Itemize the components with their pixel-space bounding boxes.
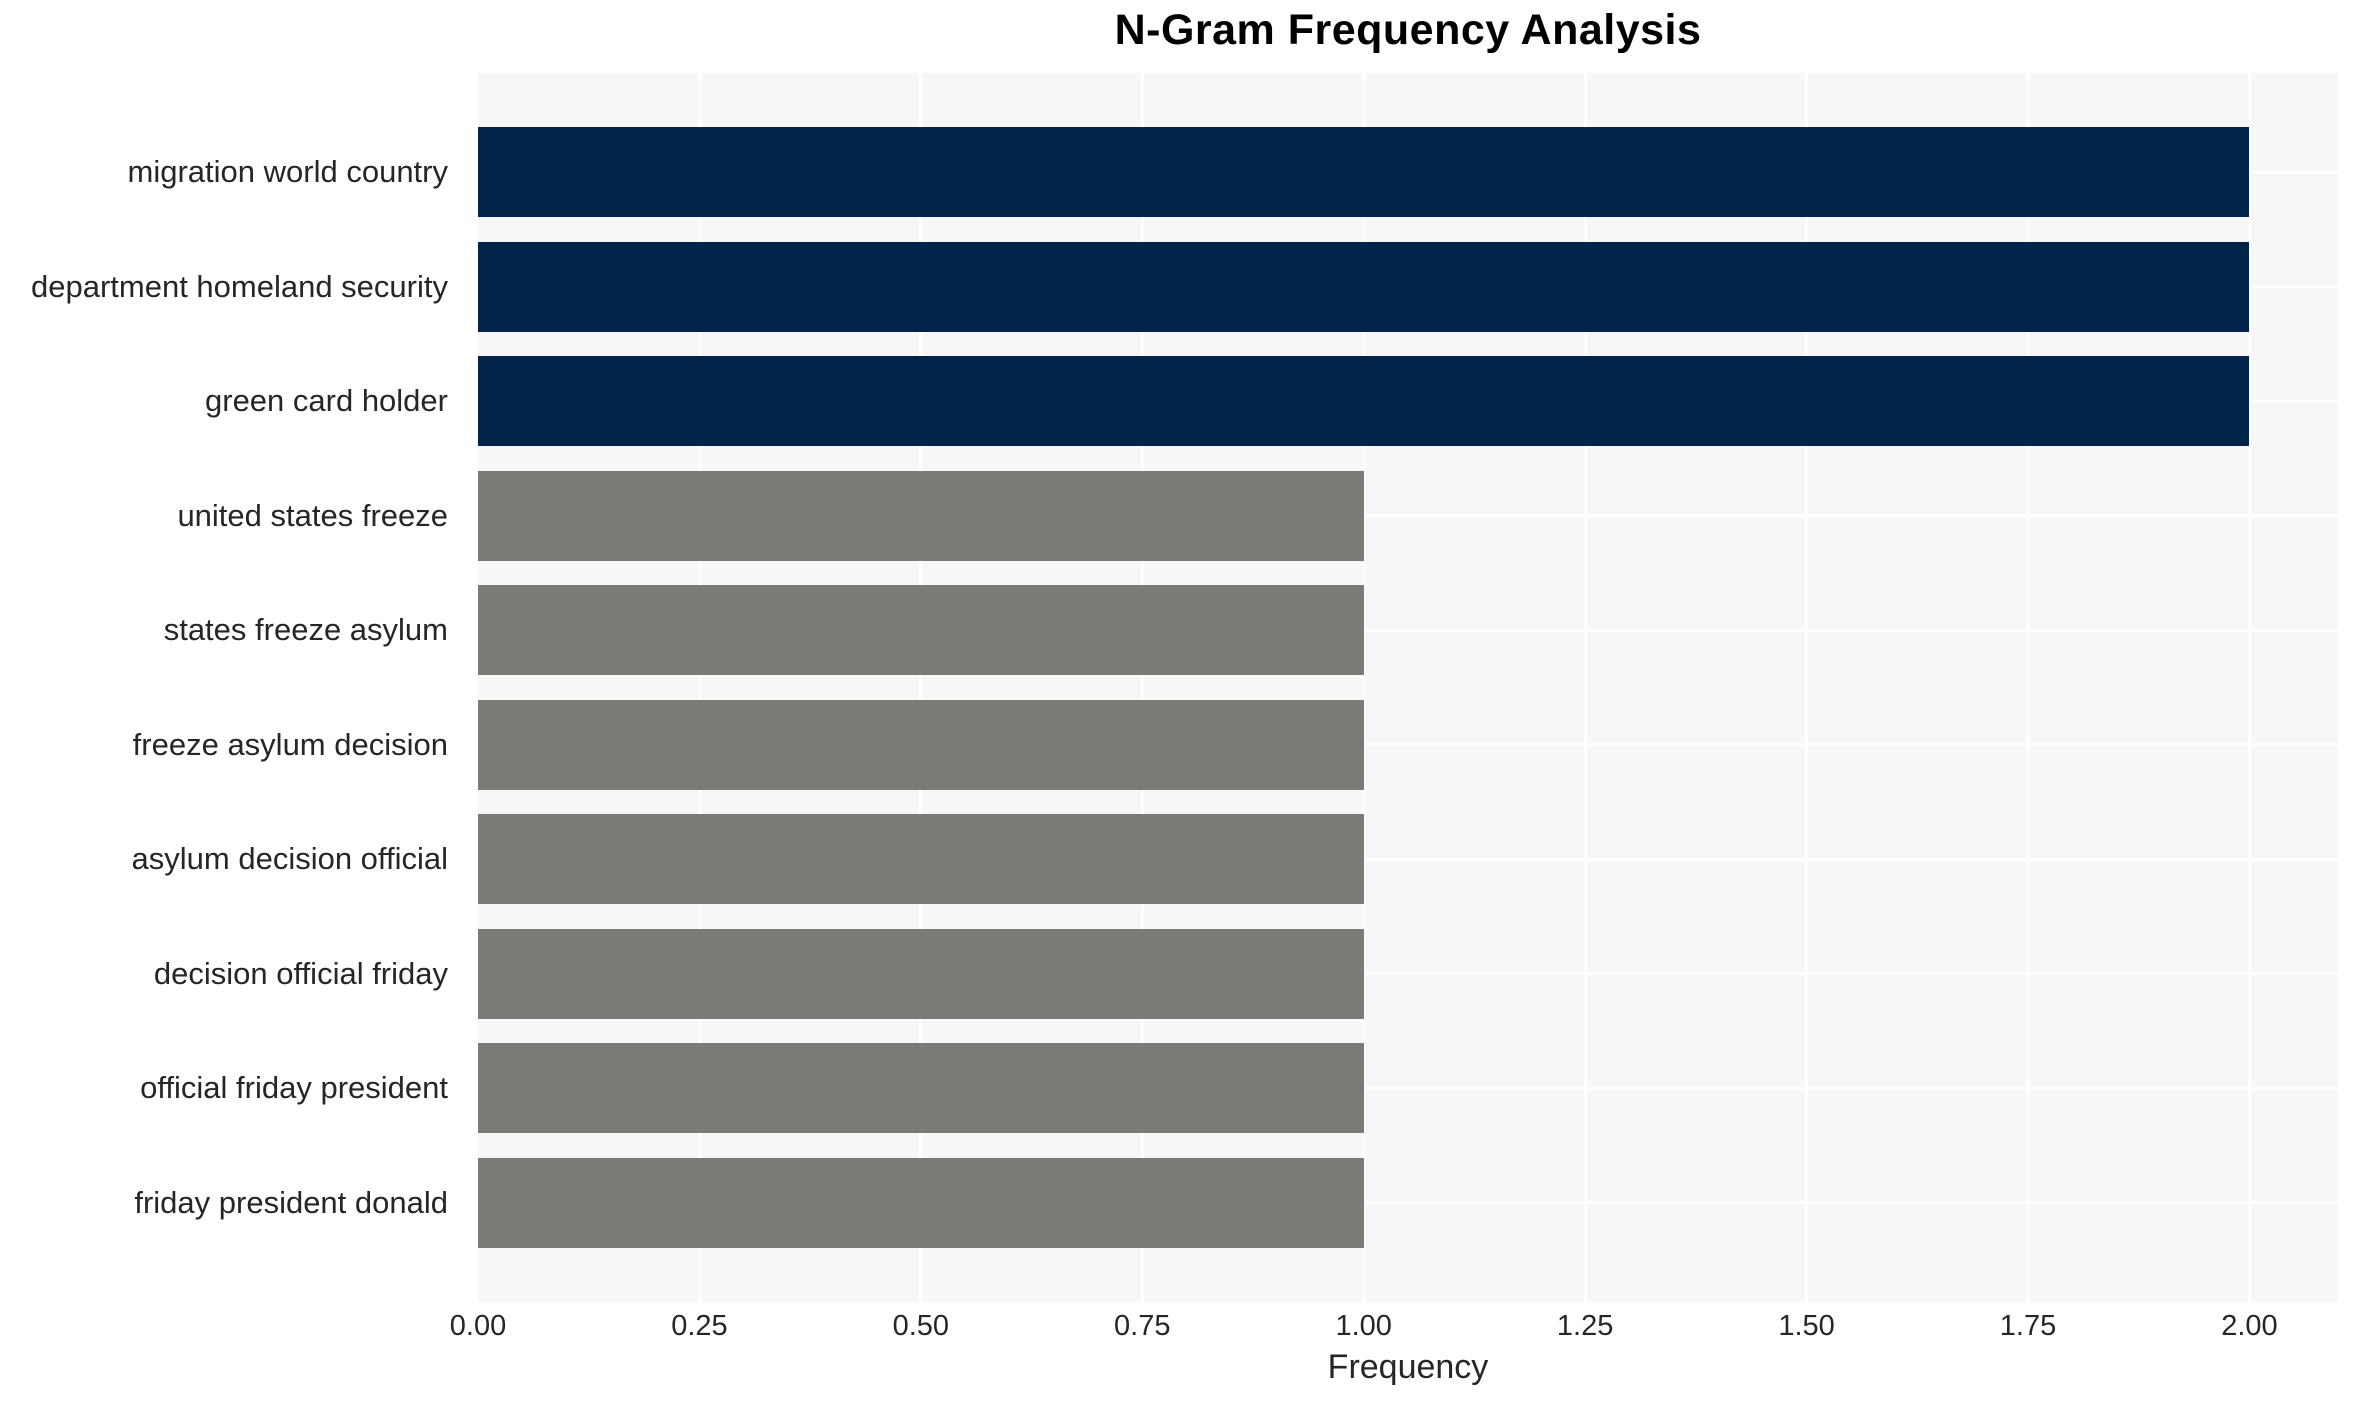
x-tick-label: 0.25	[671, 1310, 728, 1342]
y-tick-label: united states freeze	[177, 497, 448, 533]
y-tick-label: green card holder	[205, 383, 448, 419]
x-axis-tick-labels: 0.00 0.25 0.50 0.75 1.00 1.25 1.50 1.75 2.00	[0, 1310, 2358, 1350]
x-tick-label: 0.00	[449, 1310, 507, 1342]
y-tick-label: migration world country	[127, 154, 448, 190]
bar-migration-world-country	[478, 127, 2250, 218]
horizontal-gridline	[478, 628, 2338, 632]
y-tick-label: states freeze asylum	[163, 612, 448, 648]
y-tick-label: friday president donald	[134, 1184, 448, 1220]
vertical-gridline	[2026, 73, 2030, 1302]
x-tick-label: 2.00	[2221, 1310, 2278, 1342]
bar-friday-president-donald	[478, 1157, 1364, 1248]
bar-department-homeland-security	[478, 241, 2250, 332]
x-tick-label: 0.50	[892, 1310, 950, 1342]
vertical-gridline	[1362, 73, 1366, 1302]
bar-freeze-asylum-decision	[478, 699, 1364, 790]
x-tick-label: 1.00	[1335, 1310, 1392, 1342]
y-tick-label: asylum decision official	[131, 841, 448, 877]
bar-decision-official-friday	[478, 928, 1364, 1019]
vertical-gridline	[697, 73, 701, 1302]
bar-states-freeze-asylum	[478, 585, 1364, 676]
horizontal-gridline	[478, 1201, 2338, 1205]
bar-asylum-decision-official	[478, 814, 1364, 905]
vertical-gridline	[1140, 73, 1144, 1302]
y-tick-label: freeze asylum decision	[132, 726, 448, 762]
horizontal-gridline	[478, 743, 2338, 747]
x-tick-label: 1.50	[1778, 1310, 1835, 1342]
x-axis-title: Frequency	[1327, 1348, 1489, 1386]
horizontal-gridline	[478, 972, 2338, 976]
horizontal-gridline	[478, 514, 2338, 518]
horizontal-gridline	[478, 1086, 2338, 1090]
bar-green-card-holder	[478, 356, 2250, 447]
y-axis-category-labels: migration world country department homela…	[0, 73, 462, 1302]
x-tick-label: 1.25	[1556, 1310, 1614, 1342]
bar-united-states-freeze	[478, 470, 1364, 561]
vertical-gridline	[2247, 73, 2251, 1302]
y-tick-label: official friday president	[140, 1070, 448, 1106]
vertical-gridline	[1805, 73, 1809, 1302]
vertical-gridline	[919, 73, 923, 1302]
x-tick-label: 1.75	[1999, 1310, 2057, 1342]
plot-area	[478, 73, 2338, 1302]
x-tick-label: 0.75	[1114, 1310, 1171, 1342]
bar-official-friday-president	[478, 1043, 1364, 1134]
y-tick-label: department homeland security	[30, 268, 448, 304]
chart-title: N-Gram Frequency Analysis	[1114, 6, 1702, 54]
horizontal-gridline	[478, 857, 2338, 861]
y-tick-label: decision official friday	[153, 955, 448, 991]
vertical-gridline	[1583, 73, 1587, 1302]
